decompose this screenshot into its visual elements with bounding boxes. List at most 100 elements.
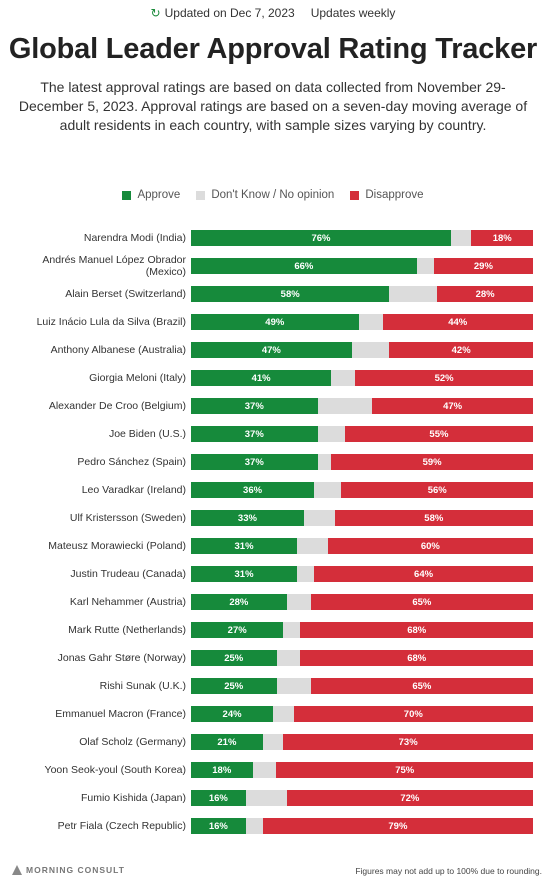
rounding-footnote: Figures may not add up to 100% due to ro… (355, 866, 542, 876)
disapprove-segment: 70% (293, 706, 533, 722)
approve-segment: 36% (191, 482, 315, 498)
leader-label: Ulf Kristersson (Sweden) (69, 512, 186, 524)
stacked-bar: 28% 65% (191, 594, 533, 610)
chart-legend: Approve Don't Know / No opinion Disappro… (0, 189, 546, 201)
update-frequency: Updates weekly (310, 6, 396, 20)
approve-segment: 76% (191, 230, 451, 246)
data-label: 29% (473, 260, 493, 272)
leader-label: Emmanuel Macron (France) (55, 708, 186, 720)
chart-row: Emmanuel Macron (France) 24% 70% (0, 700, 546, 728)
disapprove-segment: 18% (471, 230, 533, 246)
dont-know-segment (317, 454, 332, 470)
chart-row: Ulf Kristersson (Sweden) 33% 58% (0, 504, 546, 532)
leader-label: Olaf Scholz (Germany) (79, 736, 186, 748)
data-label: 37% (244, 428, 264, 440)
page-subtitle: The latest approval ratings are based on… (18, 79, 528, 133)
data-label: 64% (414, 568, 434, 580)
data-label: 59% (422, 456, 442, 468)
data-label: 65% (412, 680, 432, 692)
data-label: 65% (412, 596, 432, 608)
data-label: 42% (451, 344, 471, 356)
chart-row: Justin Trudeau (Canada) 31% 64% (0, 560, 546, 588)
updated-date: Updated on Dec 7, 2023 (164, 6, 295, 20)
disapprove-segment: 28% (437, 286, 533, 302)
chart-row: Mateusz Morawiecki (Poland) 31% 60% (0, 532, 546, 560)
dont-know-segment (303, 510, 335, 526)
data-label: 58% (280, 288, 300, 300)
approval-chart: Narendra Modi (India) 76% 18% Andrés Manuel… (0, 224, 546, 840)
leader-label: Karl Nehammer (Austria) (69, 596, 186, 608)
data-label: 66% (294, 260, 314, 272)
data-label: 56% (427, 484, 447, 496)
dont-know-segment (276, 678, 311, 694)
dont-know-segment (297, 538, 328, 554)
disapprove-segment: 79% (262, 818, 533, 834)
leader-label: Alexander De Croo (Belgium) (48, 400, 186, 412)
leader-label: Jonas Gahr Støre (Norway) (57, 652, 186, 664)
dont-know-segment (317, 398, 373, 414)
legend-item-disapprove: Disapprove (350, 189, 424, 201)
logo-mark-icon (12, 865, 22, 875)
legend-swatch-dont-know (196, 190, 206, 200)
leader-label: Andrés Manuel López Obrador (Mexico) (42, 254, 186, 278)
legend-label-approve: Approve (137, 189, 181, 201)
data-label: 72% (400, 792, 420, 804)
approve-segment: 33% (191, 510, 304, 526)
stacked-bar: 33% 58% (191, 510, 533, 526)
dont-know-segment (262, 734, 284, 750)
data-label: 16% (208, 820, 228, 832)
chart-row: Mark Rutte (Netherlands) 27% 68% (0, 616, 546, 644)
disapprove-segment: 75% (276, 762, 533, 778)
legend-swatch-approve (122, 190, 132, 200)
data-label: 33% (237, 512, 257, 524)
disapprove-segment: 56% (341, 482, 533, 498)
data-label: 55% (429, 428, 449, 440)
dont-know-segment (283, 622, 301, 638)
stacked-bar: 37% 55% (191, 426, 533, 442)
data-label: 70% (403, 708, 423, 720)
chart-row: Anthony Albanese (Australia) 47% 42% (0, 336, 546, 364)
approve-segment: 25% (191, 678, 277, 694)
approve-segment: 21% (191, 734, 263, 750)
data-label: 41% (251, 372, 271, 384)
dont-know-segment (286, 594, 311, 610)
page-title: Global Leader Approval Rating Tracker (8, 33, 538, 65)
stacked-bar: 76% 18% (191, 230, 533, 246)
approve-segment: 31% (191, 566, 298, 582)
leader-label: Justin Trudeau (Canada) (70, 568, 186, 580)
approve-segment: 31% (191, 538, 298, 554)
data-label: 21% (217, 736, 237, 748)
disapprove-segment: 55% (344, 426, 533, 442)
dont-know-segment (276, 650, 301, 666)
disapprove-segment: 64% (314, 566, 533, 582)
leader-label: Giorgia Meloni (Italy) (89, 372, 186, 384)
legend-item-dont-know: Don't Know / No opinion (196, 189, 334, 201)
approve-segment: 25% (191, 650, 277, 666)
disapprove-segment: 60% (327, 538, 533, 554)
stacked-bar: 66% 29% (191, 258, 533, 274)
dont-know-segment (351, 342, 390, 358)
chart-row: Joe Biden (U.S.) 37% 55% (0, 420, 546, 448)
disapprove-segment: 47% (372, 398, 533, 414)
chart-row: Giorgia Meloni (Italy) 41% 52% (0, 364, 546, 392)
disapprove-segment: 44% (382, 314, 533, 330)
chart-row: Andrés Manuel López Obrador (Mexico) 66% 2… (0, 252, 546, 280)
data-label: 37% (244, 400, 264, 412)
data-label: 25% (224, 652, 244, 664)
data-label: 31% (234, 568, 254, 580)
stacked-bar: 41% 52% (191, 370, 533, 386)
dont-know-segment (331, 370, 356, 386)
stacked-bar: 18% 75% (191, 762, 533, 778)
stacked-bar: 27% 68% (191, 622, 533, 638)
stacked-bar: 25% 68% (191, 650, 533, 666)
logo-text: MORNING CONSULT (26, 865, 125, 875)
chart-row: Alexander De Croo (Belgium) 37% 47% (0, 392, 546, 420)
stacked-bar: 21% 73% (191, 734, 533, 750)
data-label: 36% (243, 484, 263, 496)
legend-swatch-disapprove (350, 190, 360, 200)
data-label: 18% (492, 232, 512, 244)
approve-segment: 37% (191, 398, 318, 414)
stacked-bar: 25% 65% (191, 678, 533, 694)
approve-segment: 16% (191, 818, 246, 834)
approve-segment: 27% (191, 622, 284, 638)
